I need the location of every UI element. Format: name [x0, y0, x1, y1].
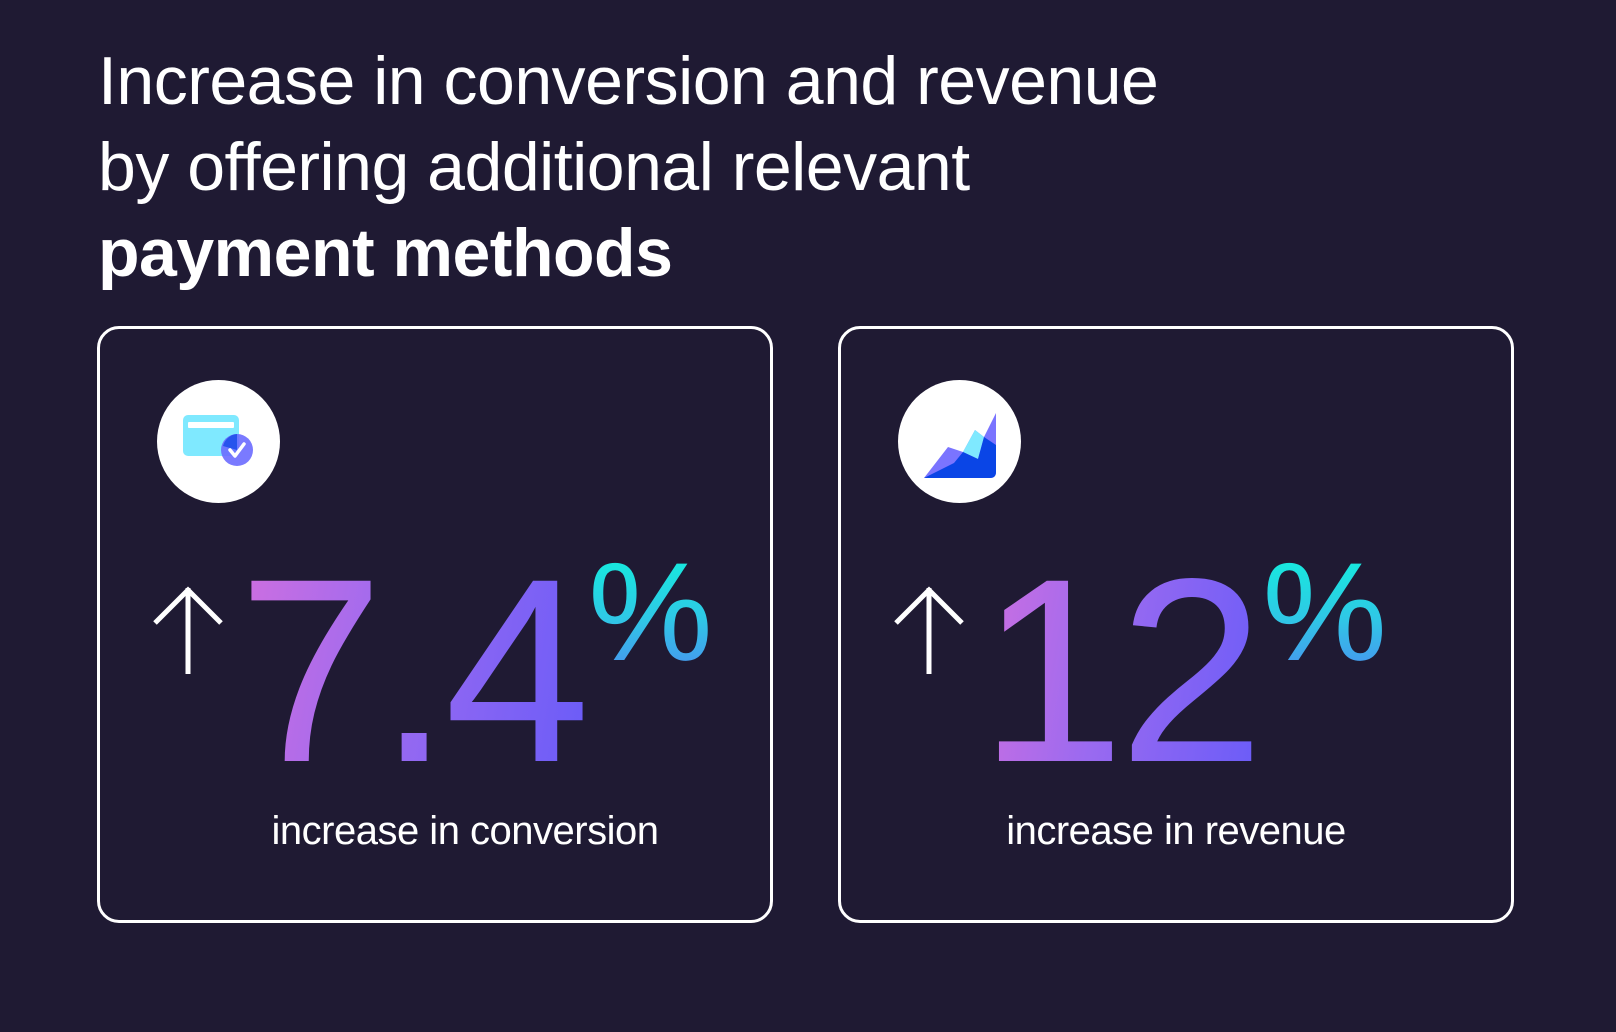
conversion-stat-card: 7.4 % increase in conversion — [97, 326, 773, 923]
arrow-up-icon — [153, 586, 223, 674]
stat-label: increase in revenue — [1006, 809, 1346, 853]
headline-line-1: Increase in conversion and revenue — [98, 43, 1159, 119]
stat-label: increase in conversion — [271, 809, 660, 853]
percent-sign: % — [1262, 533, 1387, 690]
revenue-stat: 12 % — [979, 524, 1387, 817]
percent-sign: % — [588, 533, 713, 690]
stat-value: 12 — [979, 524, 1264, 817]
headline: Increase in conversion and revenue by of… — [98, 38, 1159, 296]
credit-card-check-icon — [157, 380, 280, 503]
revenue-stat-card: 12 % increase in revenue — [838, 326, 1514, 923]
arrow-up-icon — [894, 586, 964, 674]
area-chart-icon — [898, 380, 1021, 503]
headline-line-2: by offering additional relevant — [98, 129, 970, 205]
conversion-stat: 7.4 % — [238, 524, 713, 817]
stat-value: 7.4 — [238, 524, 590, 817]
headline-line-3: payment methods — [98, 215, 673, 291]
